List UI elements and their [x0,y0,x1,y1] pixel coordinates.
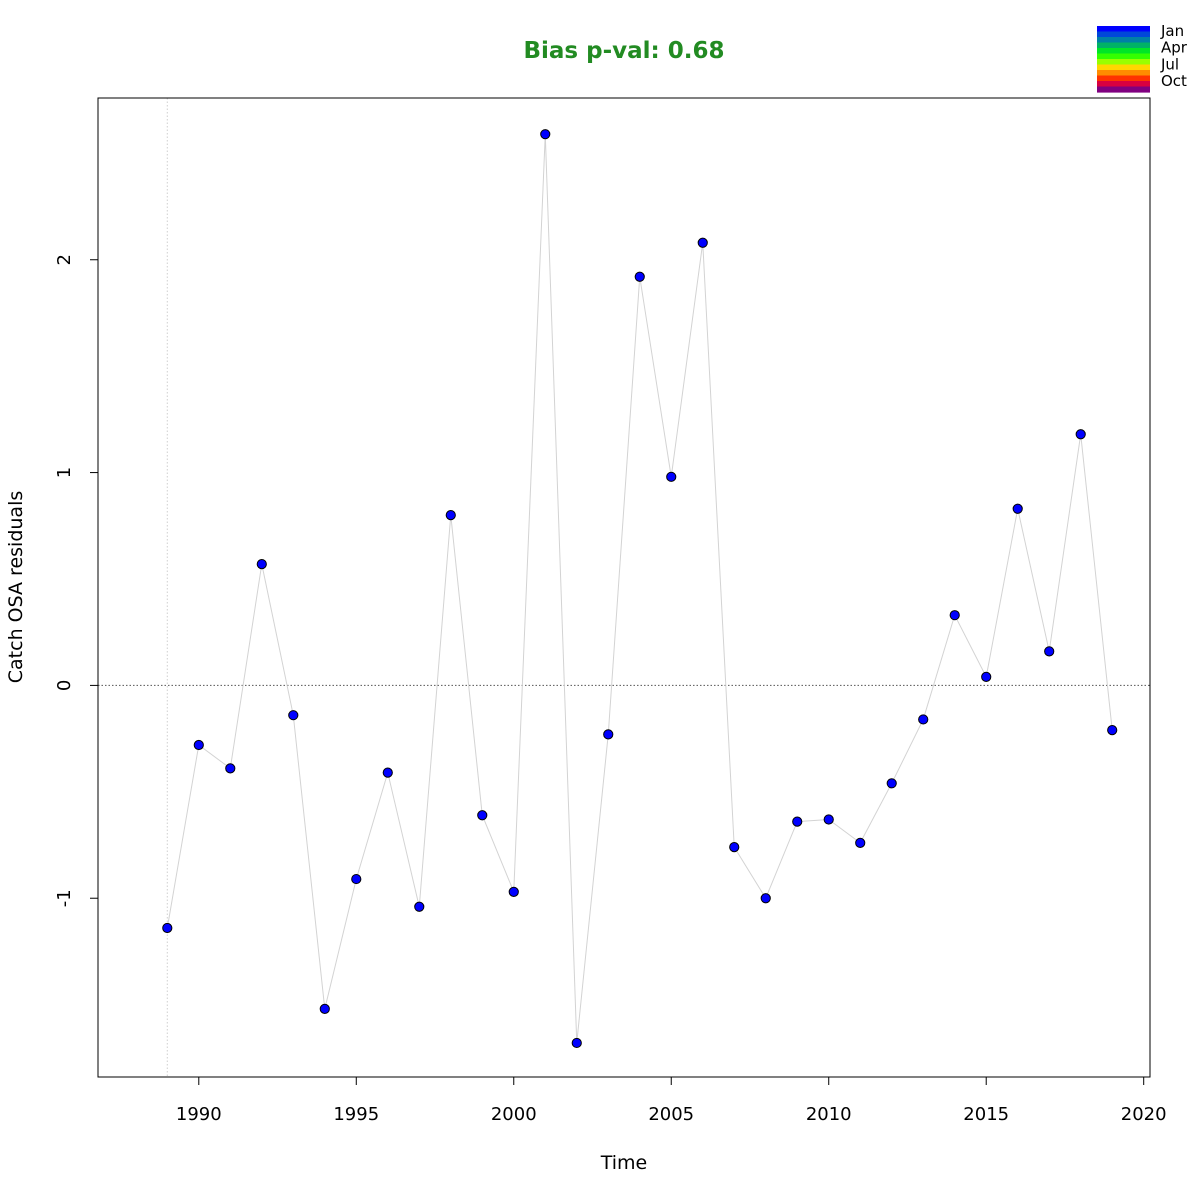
x-axis-title: Time [600,1152,648,1174]
data-point [666,471,677,482]
data-point [1044,646,1055,657]
legend-label: Jan [1160,22,1184,40]
data-point [351,873,362,885]
y-tick-label: -1 [54,889,75,907]
y-axis-title: Catch OSA residuals [5,491,27,683]
data-point [855,837,866,848]
legend-swatch [1097,64,1150,71]
x-tick-label: 2010 [806,1104,852,1125]
y-tick-label: 1 [54,467,75,478]
legend-label: Oct [1161,72,1187,90]
legend-swatch [1097,37,1150,44]
data-point [225,763,236,774]
data-point [823,814,834,825]
data-point [193,739,204,751]
data-point [634,271,645,282]
data-point [760,893,771,904]
residual-line [166,134,1113,1043]
data-point [603,729,614,740]
data-point [414,901,425,912]
y-tick-label: 0 [54,680,75,691]
data-point [949,610,960,621]
data-point [792,816,803,827]
data-point [918,714,929,725]
legend-label: Apr [1161,39,1188,57]
y-tick-label: 2 [54,254,75,265]
x-tick-label: 1990 [176,1104,222,1125]
data-point [540,129,551,140]
x-axis: 1990 1995 2000 2005 2010 2015 2020 [176,1076,1167,1125]
legend-swatch [1097,42,1150,49]
series-line [166,134,1113,1043]
data-point [697,237,708,248]
legend-swatch [1097,59,1150,66]
data-point [288,710,299,721]
y-axis: -1 0 1 2 [54,254,99,907]
legend-swatch [1097,48,1150,55]
data-points [162,129,1118,1049]
legend-swatch [1097,31,1150,38]
legend-swatch [1097,53,1150,60]
data-point [162,922,173,934]
legend-swatch [1097,81,1150,88]
data-point [508,886,519,897]
x-tick-label: 1995 [333,1104,379,1125]
chart-title: Bias p-val: 0.68 [524,38,725,64]
data-point [729,842,740,853]
data-point [256,558,267,570]
x-tick-label: 2015 [963,1104,1009,1125]
x-tick-label: 2020 [1121,1104,1167,1125]
data-point [477,810,488,821]
legend-swatch [1097,70,1150,77]
data-point [382,767,393,778]
reference-lines [98,98,1150,1077]
data-point [571,1037,582,1049]
data-point [886,778,897,789]
x-tick-label: 2005 [648,1104,694,1125]
x-tick-label: 2000 [491,1104,537,1125]
legend-swatch [1097,75,1150,82]
data-point [1107,724,1118,736]
data-point [319,1003,330,1014]
legend-swatch [1097,86,1150,93]
plot-frame [97,97,1151,1078]
data-point [445,510,456,521]
legend-swatch [1097,26,1150,33]
data-point [981,671,992,682]
data-point [1012,503,1023,514]
data-point [1075,429,1086,440]
legend-label: Jul [1160,55,1179,73]
